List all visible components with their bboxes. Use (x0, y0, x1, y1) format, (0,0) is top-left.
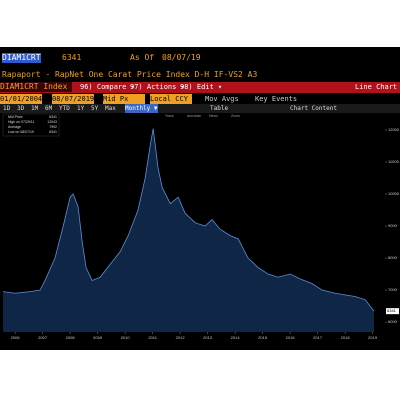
last-value-tag (386, 308, 399, 315)
x-tick-label: 2007 (38, 335, 48, 340)
period-button[interactable]: YTD (59, 105, 70, 112)
table-button[interactable]: Table (210, 105, 229, 112)
chart-tool: Annotate (187, 114, 201, 118)
period-button[interactable]: Max (105, 105, 116, 112)
x-tick-label: 2011 (148, 335, 157, 340)
x-tick-label: 2014 (231, 335, 241, 340)
period-button[interactable]: 1M (31, 105, 39, 112)
x-tick-label: 2016 (286, 335, 296, 340)
field[interactable]: Mid Px (103, 94, 145, 104)
period-button[interactable]: 3D (17, 105, 25, 112)
legend-box (2, 113, 60, 137)
actions-button[interactable]: 97) Actions ▾ (130, 83, 185, 91)
line (2, 128, 375, 312)
key-events[interactable]: Key Events (255, 95, 298, 103)
last-value-label: 6341 (387, 308, 397, 313)
x-tick-label: 2009 (93, 335, 103, 340)
y-tick-label: 7000 (388, 287, 398, 292)
period-button[interactable]: 6M (45, 105, 53, 112)
last-price: 6341 (62, 53, 82, 62)
legend-value: 6341 (49, 130, 57, 134)
y-tick-label: 9000 (388, 223, 398, 228)
end-date[interactable]: 08/07/2019 (52, 94, 95, 104)
period-button[interactable]: 1D (3, 105, 11, 112)
legend-name: Average (8, 125, 21, 129)
y-tick-label: 11000 (388, 159, 400, 164)
period-bar: 1D 3D 1M 6M YTD 1Y 5Y Max Monthly ▼ Table Chart Co… (0, 104, 400, 113)
x-tick-label: 2010 (121, 335, 131, 340)
chart: Track Annotate News Zoom 6000 7000 8000 9000 100… (2, 113, 400, 340)
security-field[interactable]: DIAM1CRT Index (0, 82, 72, 92)
area (3, 128, 375, 332)
as-of-date: 08/07/19 (162, 53, 201, 62)
y-tick-label: 8000 (388, 255, 398, 260)
x-tick-label: 2008 (66, 335, 76, 340)
chart-tool: News (209, 114, 218, 118)
start-date[interactable]: 01/01/2004 (0, 94, 43, 104)
edit-button[interactable]: 98) Edit ▾ (180, 83, 223, 91)
legend-name: Low on 08/07/19 (8, 130, 34, 134)
chart-content[interactable]: Chart Content (290, 105, 337, 112)
x-tick-label: 2017 (313, 335, 323, 340)
mov-avgs[interactable]: Mov Avgs (205, 95, 239, 103)
red-bar (0, 82, 400, 93)
view-label: Line Chart (355, 83, 398, 91)
legend-name: Mid Price (8, 115, 23, 119)
period-button[interactable]: 5Y (91, 105, 99, 112)
description: Rapaport - RapNet One Carat Price Index … (2, 70, 258, 79)
x-tick-label: 2015 (258, 335, 268, 340)
y-tick-label: 6000 (388, 319, 398, 324)
y-tick-label: 12000 (388, 127, 400, 132)
terminal: DIAM1CRT 6341 As Of 08/07/19 Rapaport - … (0, 47, 400, 350)
chart-tool: Zoom (231, 114, 240, 118)
legend-value: 6341 (49, 115, 57, 119)
frequency[interactable]: Monthly ▼ (125, 104, 158, 113)
period-button[interactable]: 1Y (77, 105, 85, 112)
legend-value: 12043 (47, 120, 57, 124)
y-tick-label: 10000 (388, 191, 400, 196)
currency[interactable]: Local CCY (150, 94, 192, 104)
x-tick-label: 2012 (176, 335, 186, 340)
x-tick-label: 2006 (11, 335, 21, 340)
ticker: DIAM1CRT (2, 53, 41, 63)
x-tick-label: 2018 (341, 335, 351, 340)
legend-value: 7992 (49, 125, 57, 129)
legend-name: High on 07/29/11 (8, 120, 34, 124)
as-of-label: As Of (130, 53, 155, 62)
chart-tool: Track (165, 114, 174, 118)
x-tick-label: 2013 (203, 335, 213, 340)
x-tick-label: 2019 (368, 335, 378, 340)
compare-button[interactable]: 96) Compare ▾ (80, 83, 135, 91)
